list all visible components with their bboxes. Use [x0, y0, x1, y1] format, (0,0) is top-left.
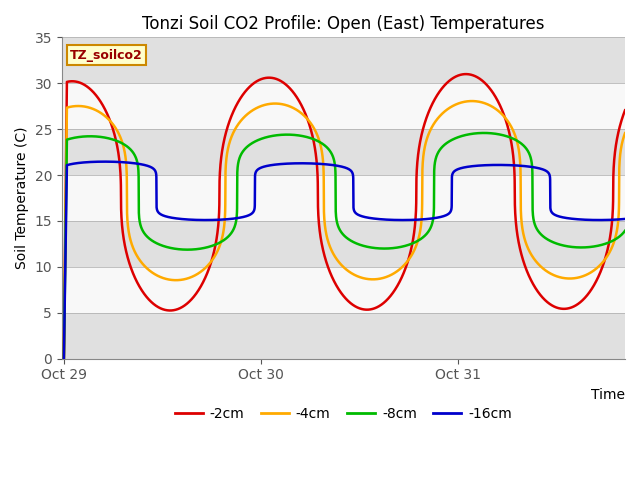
Bar — [62, 221, 625, 267]
Bar — [62, 175, 625, 221]
Legend: -2cm, -4cm, -8cm, -16cm: -2cm, -4cm, -8cm, -16cm — [170, 401, 518, 426]
Y-axis label: Soil Temperature (C): Soil Temperature (C) — [15, 127, 29, 269]
Text: TZ_soilco2: TZ_soilco2 — [70, 48, 143, 61]
Bar — [62, 83, 625, 129]
Bar — [62, 37, 625, 83]
Bar — [62, 313, 625, 359]
Bar — [62, 267, 625, 313]
Bar — [62, 129, 625, 175]
X-axis label: Time: Time — [591, 388, 625, 402]
Title: Tonzi Soil CO2 Profile: Open (East) Temperatures: Tonzi Soil CO2 Profile: Open (East) Temp… — [142, 15, 545, 33]
